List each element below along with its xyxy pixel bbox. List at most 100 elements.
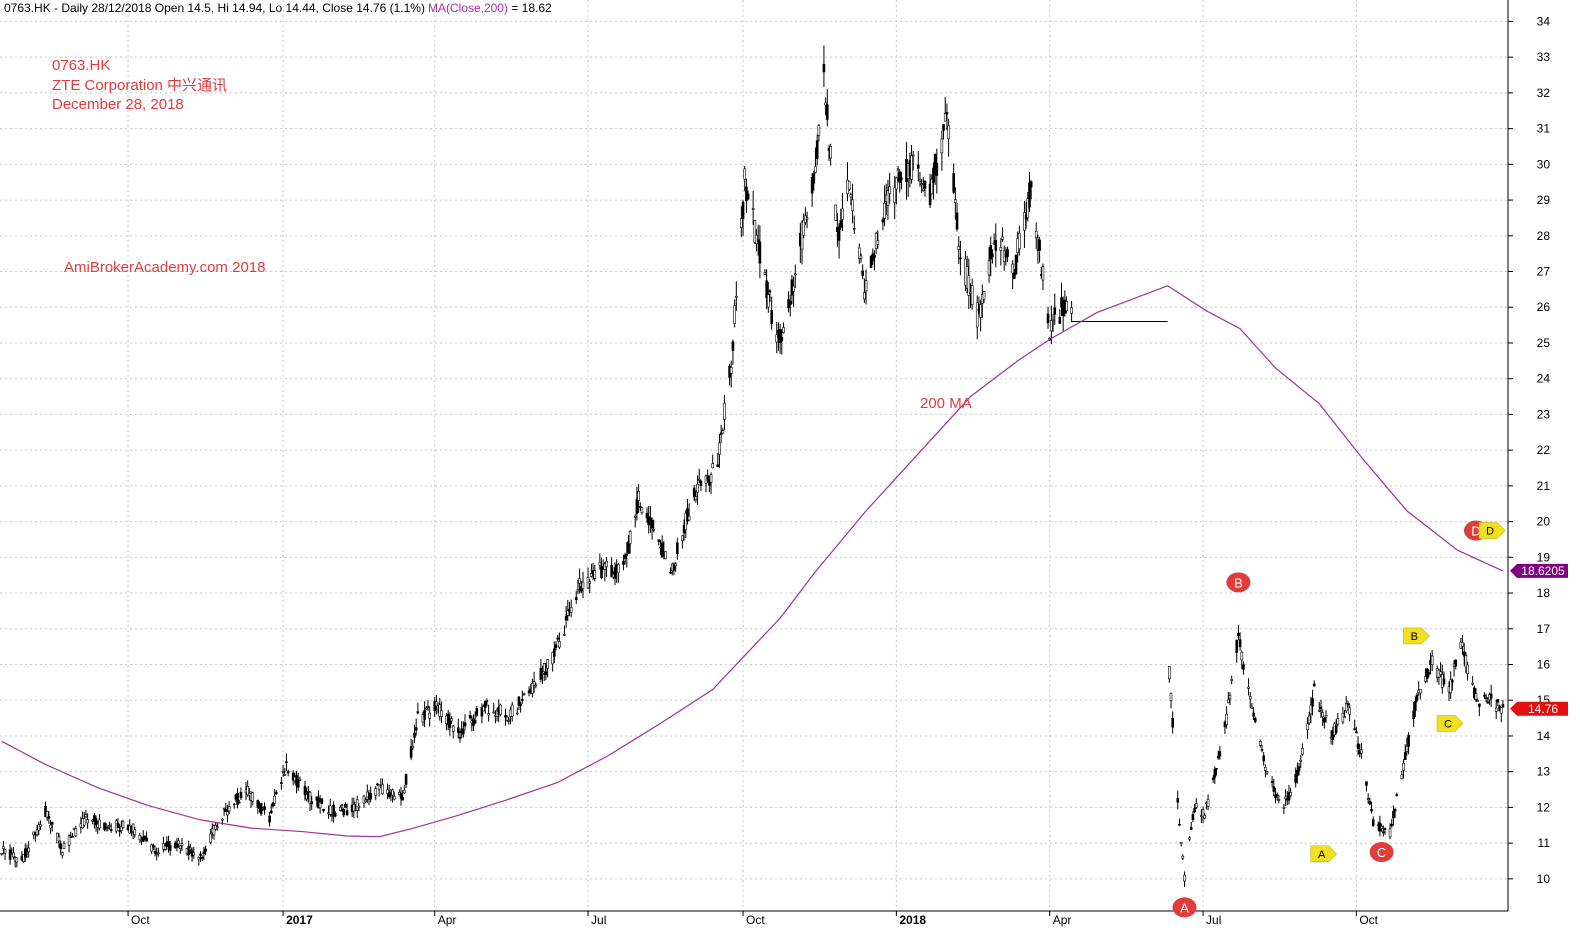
price-tags: 18.6205 14.76 — [1510, 563, 1568, 716]
price-bar-body — [635, 499, 639, 514]
price-bar-body — [873, 254, 876, 258]
price-bar-body — [120, 826, 123, 831]
price-bar-body — [401, 797, 404, 801]
price-bar-body — [1344, 703, 1348, 712]
price-bar-body — [1430, 655, 1434, 665]
price-bar-body — [1353, 728, 1356, 731]
price-bar-body — [851, 199, 854, 212]
price-bar-body — [133, 829, 137, 836]
price-bar-body — [746, 193, 750, 200]
price-bar-body — [895, 177, 898, 190]
price-bar-body — [246, 786, 249, 796]
price-bar-body — [849, 194, 853, 198]
price-bar-body — [1274, 794, 1277, 798]
price-bar-body — [566, 610, 570, 616]
price-bar-body — [45, 811, 49, 818]
price-bar-body — [1499, 707, 1503, 714]
price-bar-body — [918, 179, 922, 182]
price-bar-body — [1252, 712, 1255, 717]
price-bar-body — [1189, 827, 1193, 830]
price-bar-body — [1471, 682, 1474, 685]
price-bar-body — [1253, 717, 1257, 723]
price-bar-body — [352, 804, 356, 812]
price-bar-body — [1013, 272, 1016, 279]
price-bar-body — [1307, 715, 1311, 724]
price-bar-body — [544, 671, 548, 676]
price-bar-body — [864, 280, 868, 292]
price-bar-body — [1449, 679, 1453, 694]
price-bar-body — [923, 180, 927, 189]
price-bar-body — [1006, 249, 1009, 257]
price-bar-body — [755, 234, 758, 245]
price-bar-body — [482, 706, 485, 712]
price-bar-body — [883, 202, 886, 219]
price-bar-body — [505, 716, 509, 721]
ma-price-tag-label: 18.6205 — [1521, 564, 1565, 578]
price-bar-body — [27, 847, 30, 853]
price-bar-body — [1264, 767, 1267, 771]
price-bar-body — [758, 241, 762, 264]
price-bar-body — [296, 778, 300, 788]
chart-header: 0763.HK - Daily 28/12/2018 Open 14.5, Hi… — [4, 1, 552, 15]
price-bar-body — [638, 506, 642, 508]
price-bar-body — [39, 824, 42, 827]
y-tick-label: 19 — [1537, 550, 1551, 564]
y-axis-ticks: 1011121314151617181920212223242526272829… — [1508, 14, 1551, 886]
price-bar-body — [200, 857, 204, 859]
price-bar-body — [519, 703, 522, 706]
price-bar-body — [674, 563, 677, 567]
price-bar-body — [617, 564, 620, 574]
price-bar-body — [1213, 769, 1217, 778]
header-ma-label: MA(Close,200) — [428, 1, 508, 15]
price-bar-body — [1168, 666, 1171, 680]
price-bar-body — [1489, 693, 1493, 699]
price-bar-body — [527, 690, 531, 694]
price-bar-body — [1248, 696, 1252, 700]
price-bar-body — [199, 853, 202, 856]
price-bar-body — [1356, 743, 1360, 749]
y-tick-label: 10 — [1537, 872, 1551, 886]
price-bar-body — [581, 581, 585, 590]
wave-marker-label: C — [1444, 718, 1452, 730]
price-bar-body — [863, 292, 866, 300]
price-bar-body — [1415, 694, 1419, 701]
price-bar-body — [1360, 749, 1363, 754]
price-bar-body — [22, 854, 25, 862]
price-bar-body — [1060, 297, 1063, 308]
wave-marker-yellow — [1436, 715, 1464, 732]
price-bar-body — [451, 725, 455, 732]
price-bar-body — [0, 853, 3, 855]
price-bar-body — [118, 830, 121, 832]
y-tick-label: 27 — [1537, 265, 1551, 279]
price-bar-body — [271, 802, 275, 807]
price-bar-body — [1191, 814, 1195, 820]
price-bar-body — [1228, 695, 1232, 700]
price-bar-body — [1427, 672, 1431, 675]
price-bar-body — [1194, 803, 1198, 808]
y-tick-label: 17 — [1537, 622, 1551, 636]
price-bar-body — [339, 807, 342, 811]
price-bar-body — [1454, 659, 1458, 667]
price-bar-body — [61, 851, 64, 856]
price-bar-body — [640, 507, 644, 514]
price-bar-body — [627, 541, 630, 554]
price-bar-body — [957, 245, 961, 250]
price-bar-body — [303, 785, 307, 795]
price-bar-body — [1028, 182, 1031, 208]
price-bar-body — [1371, 819, 1375, 826]
x-tick-label: Apr — [1053, 913, 1072, 927]
price-bar-body — [859, 255, 863, 259]
price-bar-body — [660, 542, 664, 557]
price-bar-body — [605, 561, 608, 567]
price-bar-body — [672, 565, 676, 571]
price-bar-body — [888, 186, 891, 194]
wave-marker-yellow — [1478, 522, 1506, 539]
price-bar-body — [696, 483, 699, 493]
price-bar-body — [202, 851, 206, 855]
price-bar-body — [204, 848, 207, 852]
price-bar-body — [735, 295, 738, 298]
price-bar-body — [84, 814, 88, 817]
y-tick-label: 11 — [1538, 836, 1551, 850]
x-axis-ticks: Oct 2017 Apr Jul Oct 2018 Apr Jul Oct — [127, 911, 1379, 927]
price-bar-body — [551, 652, 554, 665]
